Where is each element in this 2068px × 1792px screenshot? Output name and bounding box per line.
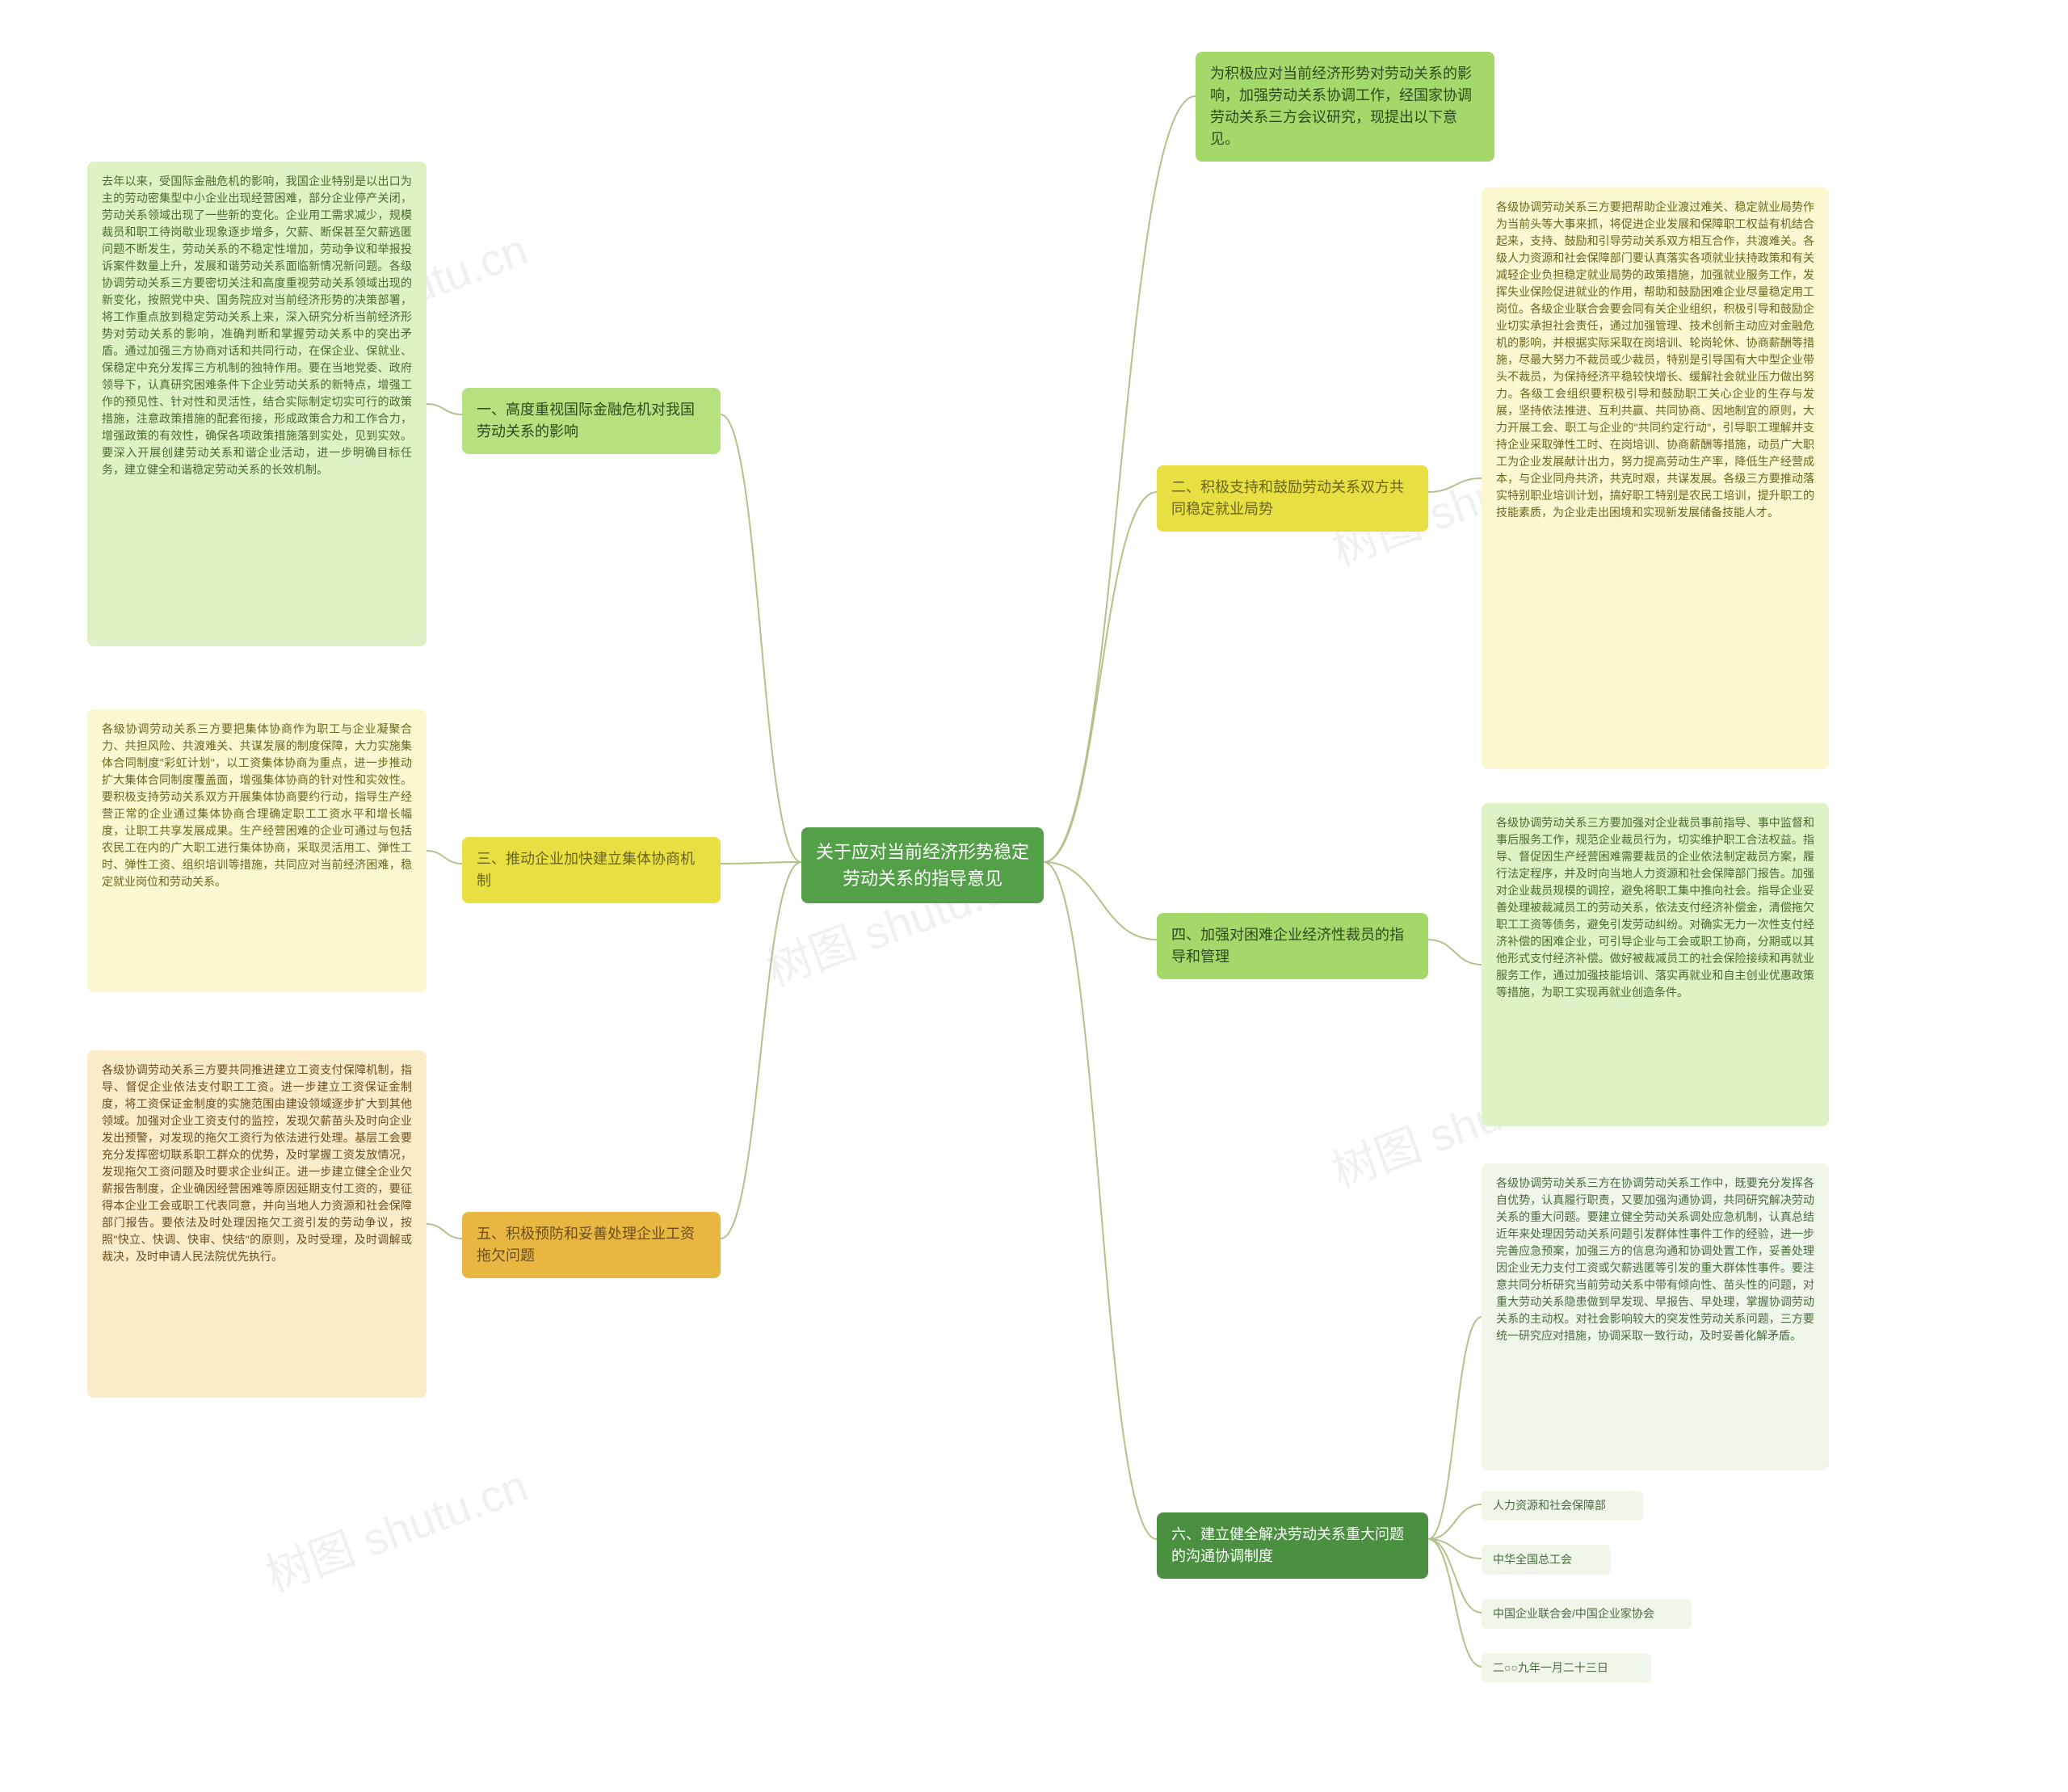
branch-node-0: 为积极应对当前经济形势对劳动关系的影响，加强劳动关系协调工作，经国家协调劳动关系… bbox=[1196, 52, 1494, 162]
leaf-node-2-0: 各级协调劳动关系三方要把帮助企业渡过难关、稳定就业局势作为当前头等大事来抓，将促… bbox=[1482, 187, 1829, 769]
leaf-node-6-0: 各级协调劳动关系三方在协调劳动关系工作中，既要充分发挥各自优势，认真履行职责，又… bbox=[1482, 1163, 1829, 1470]
branch-node-3: 三、推动企业加快建立集体协商机制 bbox=[462, 837, 721, 903]
center-node: 关于应对当前经济形势稳定劳动关系的指导意见 bbox=[801, 827, 1044, 903]
branch-node-6: 六、建立健全解决劳动关系重大问题的沟通协调制度 bbox=[1157, 1512, 1428, 1579]
leaf-node-4-0: 各级协调劳动关系三方要加强对企业裁员事前指导、事中监督和事后服务工作，规范企业裁… bbox=[1482, 803, 1829, 1126]
leaf-node-6-3: 中国企业联合会/中国企业家协会 bbox=[1482, 1599, 1692, 1629]
leaf-node-5-0: 各级协调劳动关系三方要共同推进建立工资支付保障机制，指导、督促企业依法支付职工工… bbox=[87, 1050, 427, 1398]
leaf-node-3-0: 各级协调劳动关系三方要把集体协商作为职工与企业凝聚合力、共担风险、共渡难关、共谋… bbox=[87, 709, 427, 992]
leaf-node-6-1: 人力资源和社会保障部 bbox=[1482, 1491, 1643, 1521]
leaf-node-1-0: 去年以来，受国际金融危机的影响，我国企业特别是以出口为主的劳动密集型中小企业出现… bbox=[87, 162, 427, 646]
branch-node-5: 五、积极预防和妥善处理企业工资拖欠问题 bbox=[462, 1212, 721, 1278]
branch-node-2: 二、积极支持和鼓励劳动关系双方共同稳定就业局势 bbox=[1157, 465, 1428, 532]
watermark: 树图 shutu.cn bbox=[255, 1449, 536, 1605]
leaf-node-6-2: 中华全国总工会 bbox=[1482, 1545, 1611, 1575]
branch-node-1: 一、高度重视国际金融危机对我国劳动关系的影响 bbox=[462, 388, 721, 454]
leaf-node-6-4: 二○○九年一月二十三日 bbox=[1482, 1653, 1651, 1683]
branch-node-4: 四、加强对困难企业经济性裁员的指导和管理 bbox=[1157, 913, 1428, 979]
